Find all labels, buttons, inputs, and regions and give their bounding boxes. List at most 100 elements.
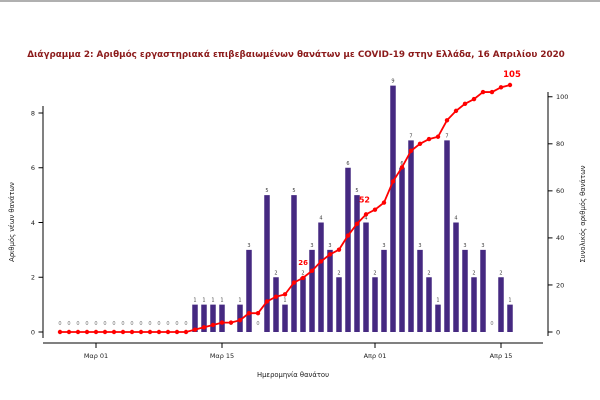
daily-deaths-bar xyxy=(264,195,270,332)
daily-deaths-bar xyxy=(408,140,414,332)
daily-deaths-bar xyxy=(336,277,342,332)
daily-deaths-bar xyxy=(444,140,450,332)
cumulative-point xyxy=(381,200,387,205)
bar-value-label: 0 xyxy=(130,321,133,327)
daily-deaths-bar xyxy=(246,249,252,332)
bar-value-label: 3 xyxy=(247,243,250,249)
daily-deaths-bar xyxy=(201,304,207,332)
cumulative-point xyxy=(102,329,108,335)
cumulative-point xyxy=(147,329,153,335)
bar-value-label: 1 xyxy=(238,298,241,304)
daily-deaths-bar xyxy=(273,277,279,332)
cumulative-annotation: 52 xyxy=(359,196,370,205)
bar-value-label: 5 xyxy=(265,188,268,194)
daily-deaths-bar xyxy=(345,167,351,332)
bar-value-label: 0 xyxy=(85,321,88,327)
bar-value-label: 4 xyxy=(454,216,457,222)
bar-value-label: 2 xyxy=(274,270,277,276)
daily-deaths-bar xyxy=(318,222,324,332)
bar-value-label: 0 xyxy=(67,321,70,327)
cumulative-point xyxy=(336,247,342,252)
bar-value-label: 5 xyxy=(292,188,295,194)
cumulative-point xyxy=(480,89,486,95)
bar-value-label: 3 xyxy=(463,243,466,249)
cumulative-point xyxy=(408,148,414,154)
bar-value-label: 1 xyxy=(283,298,286,304)
cumulative-point xyxy=(399,165,405,170)
bar-value-label: 4 xyxy=(319,216,322,222)
bar-value-label: 2 xyxy=(499,270,502,276)
cumulative-point xyxy=(93,329,99,335)
cumulative-point xyxy=(453,108,459,114)
cumulative-point xyxy=(219,320,225,325)
cumulative-point xyxy=(192,327,198,332)
daily-deaths-bar xyxy=(480,249,486,332)
daily-deaths-bar xyxy=(381,249,387,332)
cumulative-point xyxy=(318,259,324,264)
daily-deaths-bar xyxy=(192,304,198,332)
bar-value-label: 7 xyxy=(445,133,448,139)
bar-value-label: 0 xyxy=(166,321,169,327)
bar-value-label: 0 xyxy=(103,321,106,327)
bar-value-label: 1 xyxy=(436,298,439,304)
right-y-tick-label: 0 xyxy=(556,328,560,336)
left-y-tick-label: 0 xyxy=(31,328,35,336)
bar-value-label: 0 xyxy=(175,321,178,327)
cumulative-point xyxy=(417,141,423,147)
bar-value-label: 3 xyxy=(382,243,385,249)
plot-area: 0000000000000001111013052152343265423967… xyxy=(31,70,569,360)
x-axis-title: Ημερομηνία θανάτου xyxy=(257,371,329,379)
bar-value-label: 1 xyxy=(193,298,196,304)
bar-value-label: 0 xyxy=(112,321,115,327)
daily-deaths-bar xyxy=(498,277,504,332)
bar-value-label: 3 xyxy=(310,243,313,249)
bar-value-label: 6 xyxy=(400,161,403,167)
cumulative-point xyxy=(363,212,369,217)
daily-deaths-bar xyxy=(453,222,459,332)
daily-deaths-bar xyxy=(417,249,423,332)
bar-value-label: 0 xyxy=(121,321,124,327)
bar-value-label: 9 xyxy=(391,79,394,85)
cumulative-point xyxy=(111,329,117,335)
right-y-tick-label: 40 xyxy=(556,234,564,242)
cumulative-point xyxy=(471,96,477,102)
cumulative-point xyxy=(426,136,432,142)
right-y-tick-label: 100 xyxy=(556,93,568,101)
left-y-axis-title: Αριθμός νέων θανάτων xyxy=(8,182,16,262)
bar-value-label: 0 xyxy=(94,321,97,327)
daily-deaths-bar xyxy=(363,222,369,332)
right-y-tick-label: 60 xyxy=(556,187,564,195)
left-y-tick-label: 6 xyxy=(31,164,35,172)
bar-value-label: 7 xyxy=(409,133,412,139)
chart-title: Διάγραμμα 2: Αριθμός εργαστηριακά επιβεβ… xyxy=(27,49,565,60)
daily-deaths-bar xyxy=(372,277,378,332)
cumulative-point xyxy=(264,299,270,304)
cumulative-point xyxy=(237,318,243,323)
right-y-axis-title: Συνολικός αριθμός θανάτων xyxy=(579,165,587,262)
bar-value-label: 0 xyxy=(139,321,142,327)
daily-deaths-bar xyxy=(462,249,468,332)
cumulative-point xyxy=(84,329,90,335)
bar-value-label: 0 xyxy=(184,321,187,327)
x-tick-label: Απρ 01 xyxy=(364,352,387,360)
cumulative-point xyxy=(282,292,288,297)
cumulative-point xyxy=(228,320,234,325)
cumulative-point xyxy=(255,310,261,316)
cumulative-point xyxy=(489,89,495,95)
cumulative-point xyxy=(372,207,378,212)
cumulative-point xyxy=(390,179,396,184)
daily-deaths-bar xyxy=(300,277,306,332)
cumulative-point xyxy=(354,221,360,226)
cumulative-point xyxy=(435,134,441,139)
bar-value-label: 5 xyxy=(355,188,358,194)
cumulative-point xyxy=(75,329,81,335)
x-tick-label: Μαρ 15 xyxy=(210,352,234,360)
left-y-tick-label: 2 xyxy=(31,274,35,282)
bar-value-label: 2 xyxy=(427,270,430,276)
cumulative-point xyxy=(444,118,450,123)
daily-deaths-bar xyxy=(507,304,513,332)
cumulative-point xyxy=(246,310,252,316)
cumulative-point xyxy=(201,325,207,330)
x-tick-label: Απρ 15 xyxy=(490,352,513,360)
